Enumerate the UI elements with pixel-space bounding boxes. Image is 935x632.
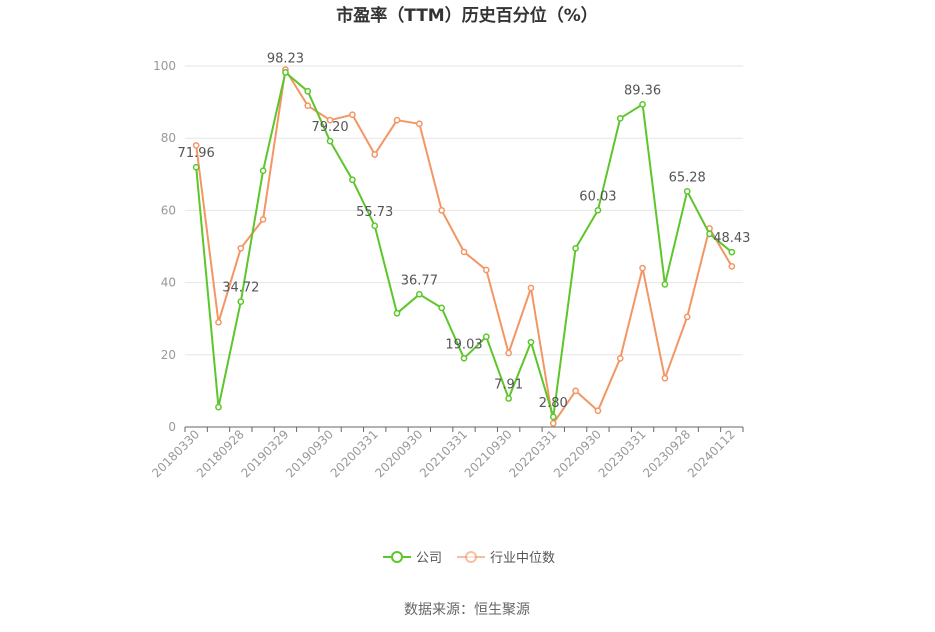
data-point[interactable] bbox=[460, 354, 468, 362]
data-point[interactable] bbox=[460, 248, 468, 256]
source-text: 数据来源：恒生聚源 bbox=[404, 602, 530, 618]
data-point[interactable] bbox=[572, 244, 579, 252]
data-point[interactable] bbox=[683, 313, 691, 321]
legend-marker bbox=[465, 551, 477, 563]
data-point[interactable] bbox=[683, 187, 691, 195]
chart-title: 市盈率（TTM）历史百分位（%） bbox=[336, 5, 598, 26]
data-point[interactable] bbox=[616, 355, 624, 362]
y-tick-label: 100 bbox=[153, 59, 176, 73]
legend-label: 公司 bbox=[416, 551, 442, 566]
data-point[interactable] bbox=[594, 206, 602, 214]
y-tick-label: 40 bbox=[161, 276, 176, 290]
data-point[interactable] bbox=[572, 387, 579, 395]
data-point[interactable] bbox=[639, 101, 646, 108]
data-point[interactable] bbox=[326, 137, 334, 145]
data-point[interactable] bbox=[527, 338, 535, 346]
y-tick-label: 60 bbox=[161, 203, 176, 217]
data-point[interactable] bbox=[706, 230, 713, 238]
y-axis: 0 20 40 60 80 100 bbox=[153, 59, 176, 434]
x-tick-label: 20200331 bbox=[328, 427, 381, 480]
data-point[interactable] bbox=[616, 114, 624, 122]
legend-label: 行业中位数 bbox=[490, 551, 555, 566]
data-point[interactable] bbox=[661, 281, 669, 288]
data-point[interactable] bbox=[594, 407, 602, 415]
y-tick-label: 20 bbox=[161, 348, 176, 362]
x-tick-label: 20190930 bbox=[283, 427, 336, 480]
data-point[interactable] bbox=[416, 120, 423, 128]
x-tick-label: 20230331 bbox=[596, 427, 649, 480]
data-point[interactable] bbox=[192, 163, 200, 171]
data-label: 48.43 bbox=[713, 231, 750, 246]
x-axis: 2018033020180928201903292019093020200331… bbox=[149, 426, 744, 480]
data-point[interactable] bbox=[438, 304, 446, 312]
data-point[interactable] bbox=[416, 290, 423, 298]
data-label: 79.20 bbox=[311, 120, 348, 135]
data-point[interactable] bbox=[215, 318, 222, 326]
data-point[interactable] bbox=[282, 69, 289, 76]
x-tick-label: 20210331 bbox=[417, 427, 470, 480]
data-point[interactable] bbox=[237, 298, 245, 306]
data-label: 7.91 bbox=[494, 377, 523, 392]
legend-item-0[interactable]: 公司 bbox=[383, 551, 442, 566]
legend-item-1[interactable]: 行业中位数 bbox=[457, 551, 555, 566]
data-label: 19.03 bbox=[445, 337, 482, 352]
data-label: 89.36 bbox=[624, 83, 661, 98]
data-labels: 71.96 34.72 98.23 79.20 55.73 36.77 19.03 7.91 2… bbox=[178, 51, 751, 411]
data-point[interactable] bbox=[192, 142, 200, 149]
x-tick-label: 20230928 bbox=[640, 427, 693, 480]
series-line-1 bbox=[195, 68, 733, 425]
data-point[interactable] bbox=[527, 284, 535, 292]
data-point[interactable] bbox=[349, 176, 356, 184]
data-label: 55.73 bbox=[356, 205, 393, 220]
data-point[interactable] bbox=[549, 413, 557, 421]
x-tick-label: 20220331 bbox=[506, 427, 559, 480]
legend-marker bbox=[391, 551, 403, 563]
data-point[interactable] bbox=[215, 403, 222, 411]
y-tick-label: 0 bbox=[168, 420, 176, 434]
data-label: 2.80 bbox=[539, 396, 568, 411]
data-label: 34.72 bbox=[222, 281, 259, 296]
data-label: 98.23 bbox=[267, 51, 304, 66]
data-point[interactable] bbox=[349, 111, 356, 119]
data-point[interactable] bbox=[482, 333, 490, 341]
data-label: 36.77 bbox=[401, 273, 438, 288]
data-point[interactable] bbox=[393, 309, 401, 317]
data-point[interactable] bbox=[505, 349, 512, 357]
data-point[interactable] bbox=[326, 116, 334, 124]
data-label: 71.96 bbox=[178, 146, 215, 161]
data-point[interactable] bbox=[304, 87, 312, 95]
data-point[interactable] bbox=[259, 216, 267, 223]
x-tick-label: 20210930 bbox=[462, 427, 515, 480]
x-tick-label: 20190329 bbox=[238, 427, 291, 480]
y-tick-label: 80 bbox=[161, 131, 176, 145]
series-layer bbox=[192, 66, 736, 427]
data-point[interactable] bbox=[661, 374, 669, 382]
data-point[interactable] bbox=[728, 263, 736, 270]
data-point[interactable] bbox=[639, 264, 646, 272]
x-tick-label: 20180928 bbox=[194, 427, 247, 480]
data-point[interactable] bbox=[728, 248, 736, 256]
data-point[interactable] bbox=[259, 167, 267, 175]
data-point[interactable] bbox=[438, 207, 446, 214]
data-point[interactable] bbox=[549, 420, 557, 427]
data-point[interactable] bbox=[371, 222, 379, 230]
data-point[interactable] bbox=[237, 244, 245, 252]
data-point[interactable] bbox=[482, 266, 490, 274]
x-tick-label: 20180330 bbox=[149, 427, 202, 480]
x-tick-label: 20220930 bbox=[551, 427, 604, 480]
data-label: 65.28 bbox=[669, 170, 706, 185]
data-point[interactable] bbox=[304, 102, 312, 110]
legend[interactable]: 公司 行业中位数 bbox=[383, 551, 555, 566]
data-point[interactable] bbox=[371, 151, 379, 158]
x-tick-label: 20200930 bbox=[372, 427, 425, 480]
data-point[interactable] bbox=[393, 116, 401, 124]
data-point[interactable] bbox=[505, 395, 512, 402]
data-label: 60.03 bbox=[579, 189, 616, 204]
x-tick-label: 20240112 bbox=[685, 427, 738, 480]
grid bbox=[185, 65, 743, 356]
